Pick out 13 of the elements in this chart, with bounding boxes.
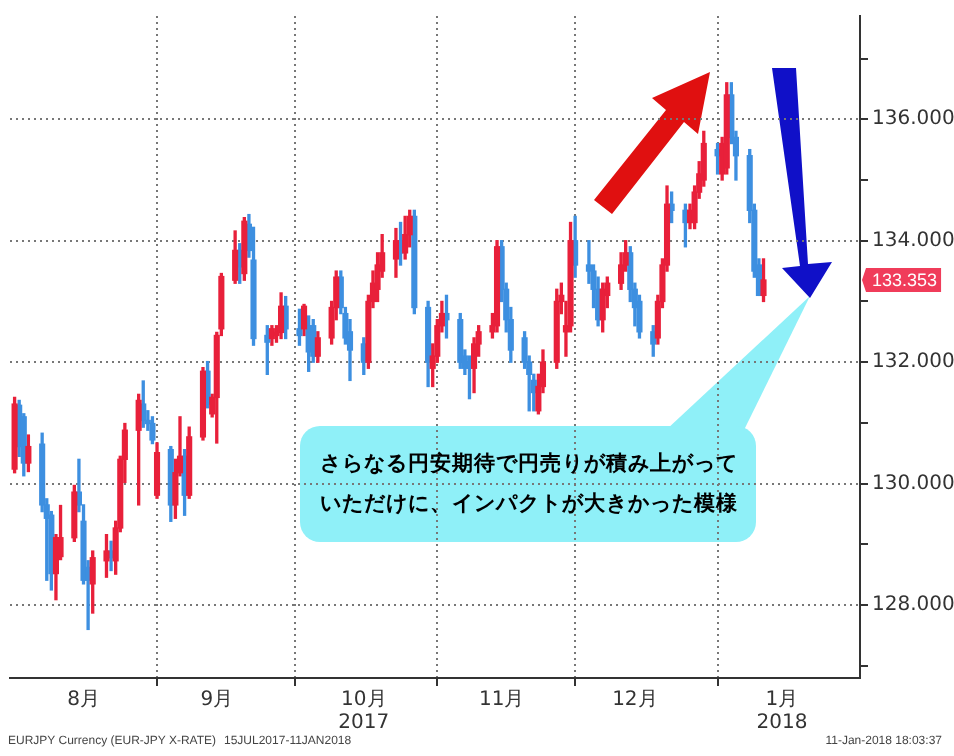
y-tick-label: 136.000 bbox=[872, 108, 954, 131]
y-tick-label: 134.000 bbox=[872, 229, 954, 252]
x-tick-label: 9月 bbox=[200, 688, 234, 711]
x-tick-label: 11月 bbox=[478, 688, 525, 711]
x-tick-label: 12月 bbox=[612, 688, 658, 711]
x-tick-label: 10月 2017 bbox=[338, 688, 390, 734]
y-tick-label: 130.000 bbox=[872, 472, 954, 495]
y-tick-label: 132.000 bbox=[872, 351, 954, 374]
y-tick-label: 128.000 bbox=[872, 594, 954, 617]
annotation: さらなる円安期待で円売りが積み上がっていただけに、インパクトが大きかった模様 bbox=[318, 449, 740, 520]
x-tick-label: 1月 2018 bbox=[756, 688, 808, 734]
x-tick-label: 8月 bbox=[67, 688, 100, 711]
annotation: 133.353 bbox=[872, 269, 938, 290]
